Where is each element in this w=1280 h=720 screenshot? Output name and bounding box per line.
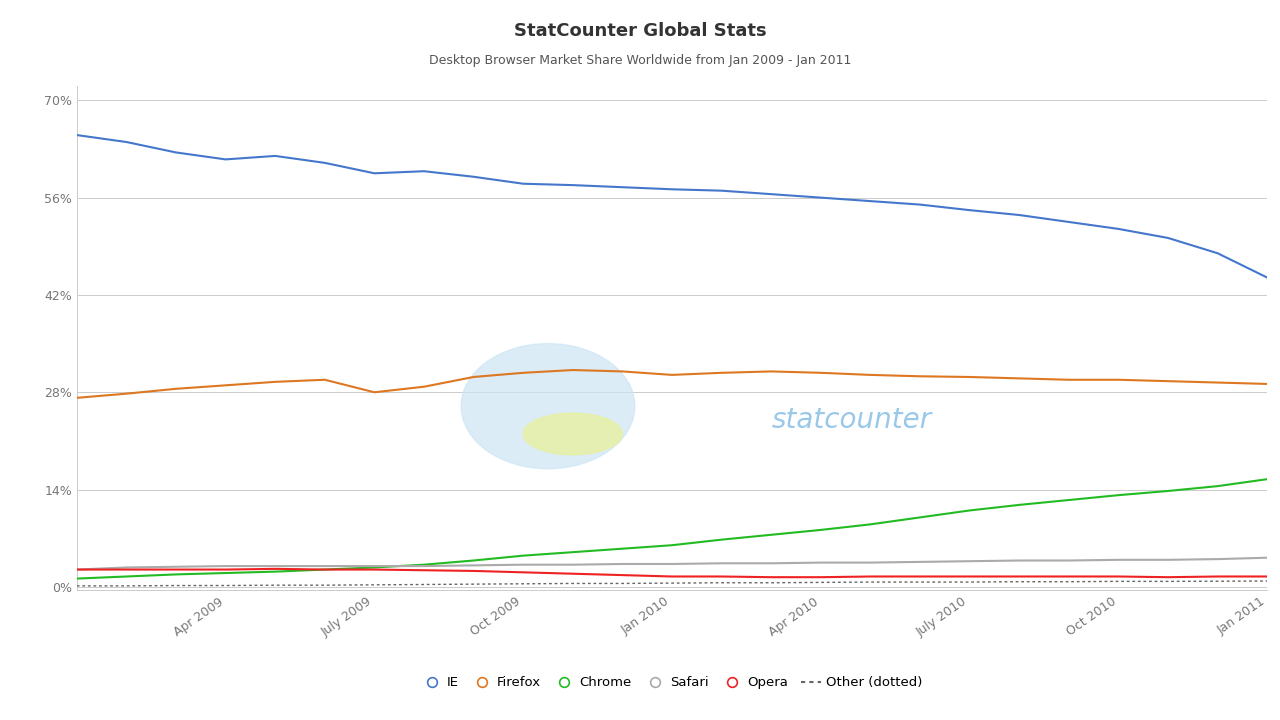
- Text: StatCounter Global Stats: StatCounter Global Stats: [513, 22, 767, 40]
- Text: statcounter: statcounter: [771, 406, 932, 434]
- Ellipse shape: [461, 343, 635, 469]
- Text: Desktop Browser Market Share Worldwide from Jan 2009 - Jan 2011: Desktop Browser Market Share Worldwide f…: [429, 54, 851, 67]
- Legend: IE, Firefox, Chrome, Safari, Opera, Other (dotted): IE, Firefox, Chrome, Safari, Opera, Othe…: [416, 671, 928, 695]
- Ellipse shape: [524, 413, 622, 455]
